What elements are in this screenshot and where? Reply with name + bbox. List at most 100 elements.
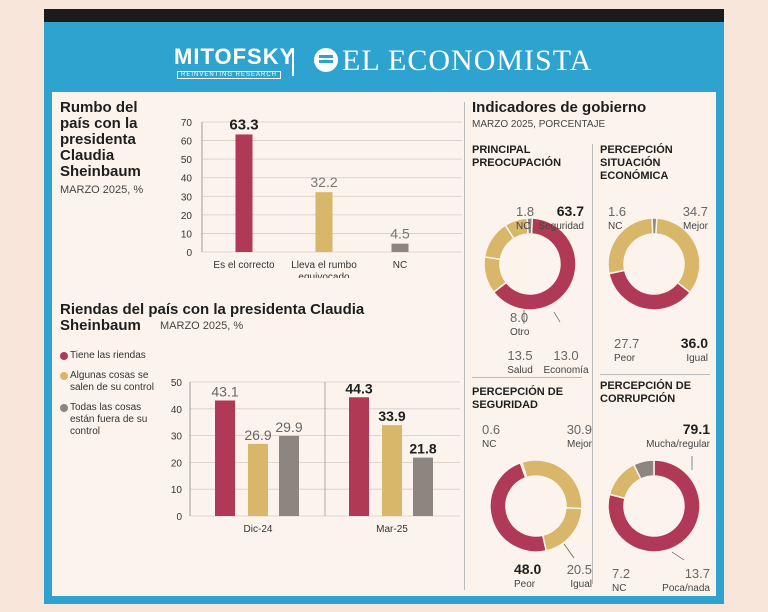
donut-slice [492, 217, 577, 311]
y-tick-label: 30 [171, 432, 183, 443]
bar-value-label: 29.9 [275, 419, 302, 435]
bar-value-label: 33.9 [378, 408, 405, 424]
riendas-title: Riendas del país con la presidenta Claud… [60, 301, 365, 334]
donut-category-label: Mejor [567, 439, 592, 450]
donut-preocupacion: 63.7 Seguridad 1.8 NC 8.0 Otro 13.5 Salud 13.0 Ec… [483, 203, 589, 376]
donut-category-label: Igual [570, 579, 592, 590]
donut-category-label: Peor [614, 353, 636, 364]
legend-dot-red [60, 352, 68, 360]
bar-value-label: 43.1 [211, 383, 238, 399]
el-economista-logo-icon [314, 48, 338, 72]
content-panel: Rumbo del país con la presidenta Claudia… [52, 92, 716, 596]
donut-seguridad: 0.6 NC 30.9 Mejor 48.0 Peor 20.5 Igual [482, 422, 592, 590]
x-tick-label: Es el correcto [213, 260, 275, 271]
donut-divider-h [472, 377, 582, 378]
y-tick-label: 40 [171, 405, 183, 416]
donut-category-label: Peor [514, 579, 536, 590]
section-divider [464, 102, 465, 590]
mitofsky-logo: MITOFSKY [174, 44, 296, 69]
y-tick-label: 30 [181, 192, 193, 203]
rumbo-bar-chart: 0 10 20 30 40 50 60 70 63.3 32.2 4.5 Es el correcto… [181, 116, 462, 278]
donut-slice [632, 459, 655, 481]
infographic-frame: MITOFSKY REINVENTING RESEARCH EL ECONOMI… [44, 22, 724, 604]
bar [248, 443, 268, 516]
riendas-subtitle: MARZO 2025, % [160, 320, 244, 332]
bar [279, 435, 299, 516]
donut-value-label: 63.7 [557, 203, 584, 219]
logo-separator [292, 48, 294, 76]
y-tick-label: 70 [181, 118, 193, 129]
y-tick-label: 60 [181, 137, 193, 148]
donut-slice [607, 459, 701, 553]
riendas-legend: Tiene las riendas Algunas cosas se salen… [60, 350, 170, 470]
indicadores-subtitle: MARZO 2025, PORCENTAJE [472, 119, 606, 130]
y-tick-label: 40 [181, 174, 193, 185]
bar [413, 457, 433, 516]
y-tick-label: 50 [171, 378, 183, 389]
donut-slice [526, 217, 534, 235]
donut-category-label: NC [516, 221, 530, 232]
donut-slice [489, 461, 548, 553]
y-tick-label: 50 [181, 155, 193, 166]
donut-value-label: 0.6 [482, 422, 500, 437]
donut-category-label: Salud [507, 365, 533, 376]
donut-value-label: 13.7 [685, 566, 710, 581]
top-bar [44, 9, 724, 22]
donut-category-label: Otro [510, 327, 530, 338]
x-tick-label: NC [393, 260, 407, 271]
legend-label: Tiene las riendas [70, 350, 146, 361]
header: MITOFSKY REINVENTING RESEARCH EL ECONOMI… [44, 22, 724, 88]
donut-slice [608, 269, 692, 311]
bar [349, 397, 369, 516]
donut-value-label: 30.9 [567, 422, 592, 437]
donut-category-label: Seguridad [538, 221, 584, 232]
donut-title-corrupcion: PERCEPCIÓN DE CORRUPCIÓN [600, 380, 692, 405]
bar-value-label: 4.5 [390, 226, 410, 242]
leader-line [563, 543, 575, 559]
legend-item: Tiene las riendas [60, 350, 170, 362]
donut-divider-v [592, 144, 593, 584]
y-tick-label: 20 [171, 458, 183, 469]
donut-slice [541, 506, 583, 552]
donut-slice [520, 459, 583, 510]
donut-value-label: 34.7 [683, 204, 708, 219]
bar-value-label: 63.3 [229, 116, 258, 133]
donut-value-label: 27.7 [614, 336, 639, 351]
bar-value-label: 32.2 [310, 174, 337, 190]
bar [382, 425, 402, 516]
donut-title-seguridad: PERCEPCIÓN DE SEGURIDAD [472, 386, 564, 411]
donut-economica: 1.6 NC 34.7 Mejor 27.7 Peor 36.0 Igual [607, 204, 709, 364]
donut-category-label: Mucha/regular [646, 439, 711, 450]
donut-value-label: 79.1 [683, 421, 710, 437]
y-tick-label: 10 [181, 229, 193, 240]
donut-category-label: NC [612, 583, 626, 594]
bar [215, 400, 235, 516]
y-tick-label: 10 [171, 485, 183, 496]
rumbo-title: Rumbo del país con la presidenta Claudia… [60, 99, 141, 180]
donut-value-label: 36.0 [681, 335, 708, 351]
donut-value-label: 20.5 [567, 562, 592, 577]
rumbo-subtitle: MARZO 2025, % [60, 184, 144, 196]
el-economista-logo: EL ECONOMISTA [342, 44, 593, 77]
y-tick-label: 0 [186, 248, 192, 259]
donut-slice [651, 217, 658, 235]
donut-category-label: Igual [686, 353, 708, 364]
legend-dot-gray [60, 404, 68, 412]
donut-value-label: 13.0 [553, 348, 578, 363]
bar-value-label: 21.8 [409, 441, 436, 457]
leader-line [553, 311, 561, 323]
bar-value-label: 26.9 [244, 427, 271, 443]
donut-category-label: Poca/nada [662, 583, 710, 594]
donut-value-label: 48.0 [514, 561, 541, 577]
legend-item: Algunas cosas se salen de su control [60, 370, 170, 394]
bar [315, 192, 333, 252]
donut-value-label: 1.8 [516, 204, 534, 219]
donut-category-label: NC [608, 221, 622, 232]
indicadores-title: Indicadores de gobierno [472, 99, 647, 116]
legend-label: Algunas cosas se salen de su control [70, 370, 154, 393]
x-tick-label: Dic-24 [244, 524, 273, 532]
mitofsky-tagline: REINVENTING RESEARCH [177, 71, 282, 79]
donut-value-label: 13.5 [507, 348, 532, 363]
donut-title-economica: PERCEPCIÓN SITUACIÓN ECONÓMICA [600, 144, 673, 182]
donut-value-label: 8.0 [510, 310, 528, 325]
